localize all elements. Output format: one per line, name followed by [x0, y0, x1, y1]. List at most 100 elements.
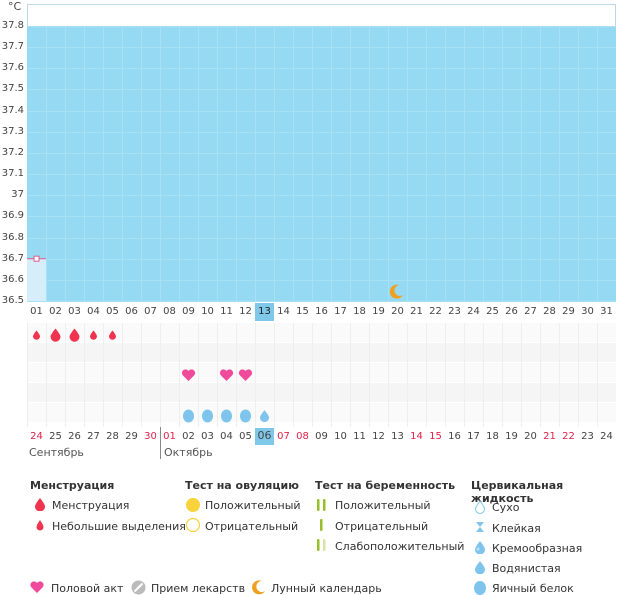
- day-number[interactable]: 17: [334, 306, 347, 317]
- day-number[interactable]: 31: [600, 306, 613, 317]
- ovulation-negative-icon: [185, 517, 201, 533]
- day-number[interactable]: 15: [296, 306, 309, 317]
- day-number[interactable]: 07: [144, 306, 157, 317]
- day-number[interactable]: 23: [448, 306, 461, 317]
- day-number[interactable]: 10: [201, 306, 214, 317]
- calendar-date[interactable]: 24: [30, 431, 43, 442]
- y-grid-line: [27, 301, 616, 302]
- calendar-date[interactable]: 30: [144, 431, 157, 442]
- day-number[interactable]: 06: [125, 306, 138, 317]
- fluid-watery-icon: [475, 561, 485, 574]
- temperature-chart-area[interactable]: [27, 26, 616, 301]
- day-number[interactable]: 14: [277, 306, 290, 317]
- calendar-date[interactable]: 09: [315, 431, 328, 442]
- day-number[interactable]: 11: [220, 306, 233, 317]
- symptom-col-line: [179, 323, 180, 427]
- calendar-date[interactable]: 15: [429, 431, 442, 442]
- day-number[interactable]: 01: [30, 306, 43, 317]
- calendar-date[interactable]: 27: [87, 431, 100, 442]
- day-number[interactable]: 25: [486, 306, 499, 317]
- calendar-date[interactable]: 29: [125, 431, 138, 442]
- calendar-date[interactable]: 19: [505, 431, 518, 442]
- y-tick-label: 36.8: [1, 231, 24, 243]
- symptom-row[interactable]: [27, 323, 616, 342]
- x-grid-line: [198, 26, 199, 301]
- legend-pregnancy-negative: Отрицательный: [335, 520, 429, 533]
- day-number[interactable]: 26: [505, 306, 518, 317]
- calendar-date[interactable]: 14: [410, 431, 423, 442]
- symptom-row[interactable]: [27, 403, 616, 422]
- calendar-date[interactable]: 22: [562, 431, 575, 442]
- y-tick-label: 36.5: [1, 295, 24, 306]
- y-tick-label: 36.7: [1, 252, 24, 264]
- symptom-row[interactable]: [27, 383, 616, 402]
- symptom-row[interactable]: [27, 363, 616, 382]
- day-number[interactable]: 19: [372, 306, 385, 317]
- day-number[interactable]: 04: [87, 306, 100, 317]
- day-number[interactable]: 20: [391, 306, 404, 317]
- day-number-today[interactable]: 13: [255, 303, 274, 321]
- calendar-date[interactable]: 12: [372, 431, 385, 442]
- calendar-date[interactable]: 11: [353, 431, 366, 442]
- symptom-col-line: [407, 323, 408, 427]
- calendar-date[interactable]: 23: [581, 431, 594, 442]
- day-number[interactable]: 02: [49, 306, 62, 317]
- y-tick-label: 36.9: [1, 210, 24, 222]
- day-number[interactable]: 08: [163, 306, 176, 317]
- calendar-date[interactable]: 21: [543, 431, 556, 442]
- x-grid-line: [369, 26, 370, 301]
- symptom-col-line: [160, 323, 161, 427]
- legend-pregnancy-positive: Положительный: [335, 499, 431, 512]
- day-number[interactable]: 05: [106, 306, 119, 317]
- day-number[interactable]: 16: [315, 306, 328, 317]
- calendar-date[interactable]: 08: [296, 431, 309, 442]
- symptom-col-line: [331, 323, 332, 427]
- calendar-date[interactable]: 01: [163, 431, 176, 442]
- calendar-date[interactable]: 07: [277, 431, 290, 442]
- calendar-date-today[interactable]: 06: [255, 428, 274, 445]
- day-number[interactable]: 30: [581, 306, 594, 317]
- unit-label: °C: [8, 0, 22, 13]
- calendar-date[interactable]: 13: [391, 431, 404, 442]
- symptom-col-line: [540, 323, 541, 427]
- symptom-col-line: [369, 323, 370, 427]
- day-number[interactable]: 22: [429, 306, 442, 317]
- symptom-col-line: [388, 323, 389, 427]
- day-number[interactable]: 09: [182, 306, 195, 317]
- calendar-date[interactable]: 17: [467, 431, 480, 442]
- fluid-eggwhite-icon: [202, 409, 213, 423]
- calendar-date[interactable]: 25: [49, 431, 62, 442]
- menstruation-drop-icon: [69, 328, 80, 342]
- fluid-dry-icon: [474, 500, 486, 514]
- day-number[interactable]: 29: [562, 306, 575, 317]
- heart-icon: [219, 369, 234, 381]
- calendar-date[interactable]: 16: [448, 431, 461, 442]
- day-number[interactable]: 03: [68, 306, 81, 317]
- x-grid-line: [578, 26, 579, 301]
- calendar-date[interactable]: 04: [220, 431, 233, 442]
- x-grid-line: [293, 26, 294, 301]
- spotting-drop-icon: [36, 520, 44, 531]
- calendar-date[interactable]: 26: [68, 431, 81, 442]
- symptom-col-line: [597, 323, 598, 427]
- day-number[interactable]: 27: [524, 306, 537, 317]
- day-number[interactable]: 21: [410, 306, 423, 317]
- day-number[interactable]: 24: [467, 306, 480, 317]
- calendar-date[interactable]: 20: [524, 431, 537, 442]
- calendar-date[interactable]: 03: [201, 431, 214, 442]
- day-number[interactable]: 28: [543, 306, 556, 317]
- x-grid-line: [274, 26, 275, 301]
- calendar-date[interactable]: 24: [600, 431, 613, 442]
- day-number[interactable]: 12: [239, 306, 252, 317]
- symptom-row[interactable]: [27, 343, 616, 362]
- x-grid-line: [464, 26, 465, 301]
- calendar-date[interactable]: 28: [106, 431, 119, 442]
- x-grid-line: [483, 26, 484, 301]
- day-number[interactable]: 18: [353, 306, 366, 317]
- calendar-date[interactable]: 18: [486, 431, 499, 442]
- calendar-date[interactable]: 02: [182, 431, 195, 442]
- calendar-date[interactable]: 05: [239, 431, 252, 442]
- menstruation-drop-icon: [33, 330, 40, 340]
- y-tick-label: 37.3: [1, 125, 24, 137]
- calendar-date[interactable]: 10: [334, 431, 347, 442]
